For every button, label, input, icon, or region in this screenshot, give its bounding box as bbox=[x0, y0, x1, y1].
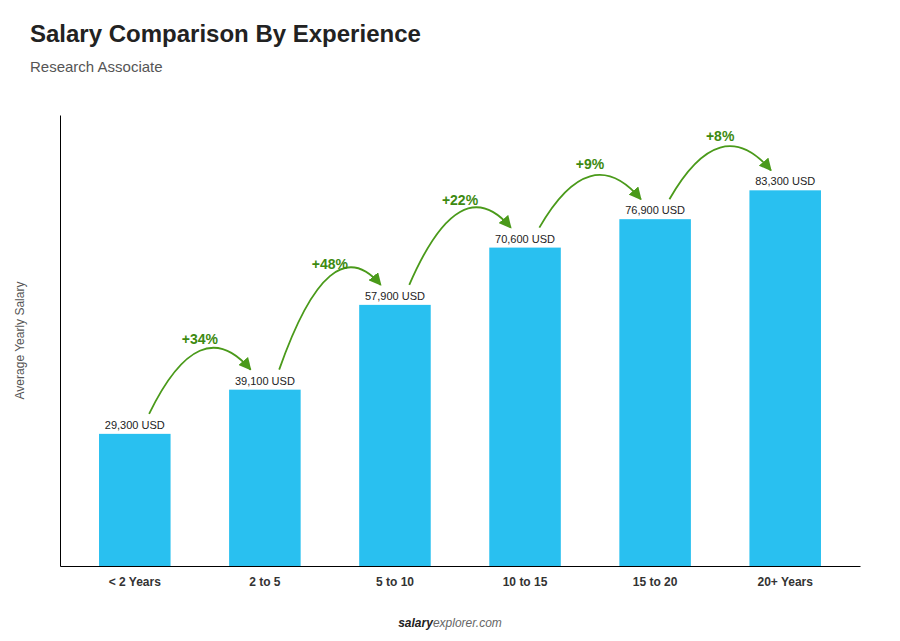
change-arrow bbox=[539, 175, 640, 228]
change-arrow bbox=[409, 207, 510, 285]
bar bbox=[619, 219, 691, 566]
x-tick-label: 2 to 5 bbox=[249, 575, 281, 589]
change-arrow bbox=[669, 146, 770, 199]
change-arrow bbox=[279, 267, 380, 369]
chart-svg: Salary Comparison By Experience Research … bbox=[0, 0, 900, 641]
x-tick-label: 20+ Years bbox=[757, 575, 813, 589]
x-tick-label: 5 to 10 bbox=[376, 575, 414, 589]
data-label: 29,300 USD bbox=[105, 419, 165, 431]
data-labels: 29,300 USD 39,100 USD 57,900 USD 70,600 USD… bbox=[105, 175, 815, 431]
change-arrow bbox=[149, 348, 250, 414]
x-tick: 10 to 15 bbox=[503, 575, 548, 589]
x-tick: < 2 Years bbox=[109, 575, 161, 589]
x-tick-label: < 2 Years bbox=[109, 575, 161, 589]
change-label: +9% bbox=[576, 156, 605, 172]
bars bbox=[99, 190, 821, 566]
x-tick: 5 to 10 bbox=[376, 575, 414, 589]
data-label: 70,600 USD bbox=[495, 233, 555, 245]
change-label: +34% bbox=[182, 331, 219, 347]
bar bbox=[99, 434, 171, 566]
footer: salaryexplorer.com bbox=[398, 616, 502, 630]
title: Salary Comparison By Experience bbox=[30, 20, 421, 47]
change-label: +22% bbox=[442, 192, 479, 208]
bar bbox=[229, 390, 301, 566]
x-axis-line bbox=[61, 566, 861, 567]
annotations: +34% +48% +22% +9% +8% bbox=[149, 128, 771, 414]
x-tick-label: 10 to 15 bbox=[503, 575, 548, 589]
x-tick-label: 15 to 20 bbox=[633, 575, 678, 589]
x-tick: 2 to 5 bbox=[249, 575, 281, 589]
x-tick: 15 to 20 bbox=[633, 575, 678, 589]
y-axis bbox=[60, 116, 61, 567]
subtitle: Research Associate bbox=[30, 58, 163, 75]
footer-part: explorer.com bbox=[433, 616, 502, 630]
x-tick: 20+ Years bbox=[757, 575, 813, 589]
y-axis-line bbox=[60, 116, 61, 567]
y-axis-title: Average Yearly Salary bbox=[13, 282, 27, 400]
change-label: +48% bbox=[312, 256, 349, 272]
change-label: +8% bbox=[706, 128, 735, 144]
data-label: 76,900 USD bbox=[625, 204, 685, 216]
bar bbox=[359, 305, 431, 566]
x-axis: < 2 Years 2 to 5 5 to 10 10 to 15 15 to 20 20… bbox=[61, 567, 861, 589]
plot: < 2 Years 2 to 5 5 to 10 10 to 15 15 to 20 20… bbox=[61, 116, 861, 589]
data-label: 83,300 USD bbox=[755, 175, 815, 187]
bar bbox=[489, 248, 561, 566]
data-label: 39,100 USD bbox=[235, 375, 295, 387]
footer-part: salary bbox=[398, 616, 434, 630]
bar bbox=[749, 190, 821, 566]
data-label: 57,900 USD bbox=[365, 290, 425, 302]
